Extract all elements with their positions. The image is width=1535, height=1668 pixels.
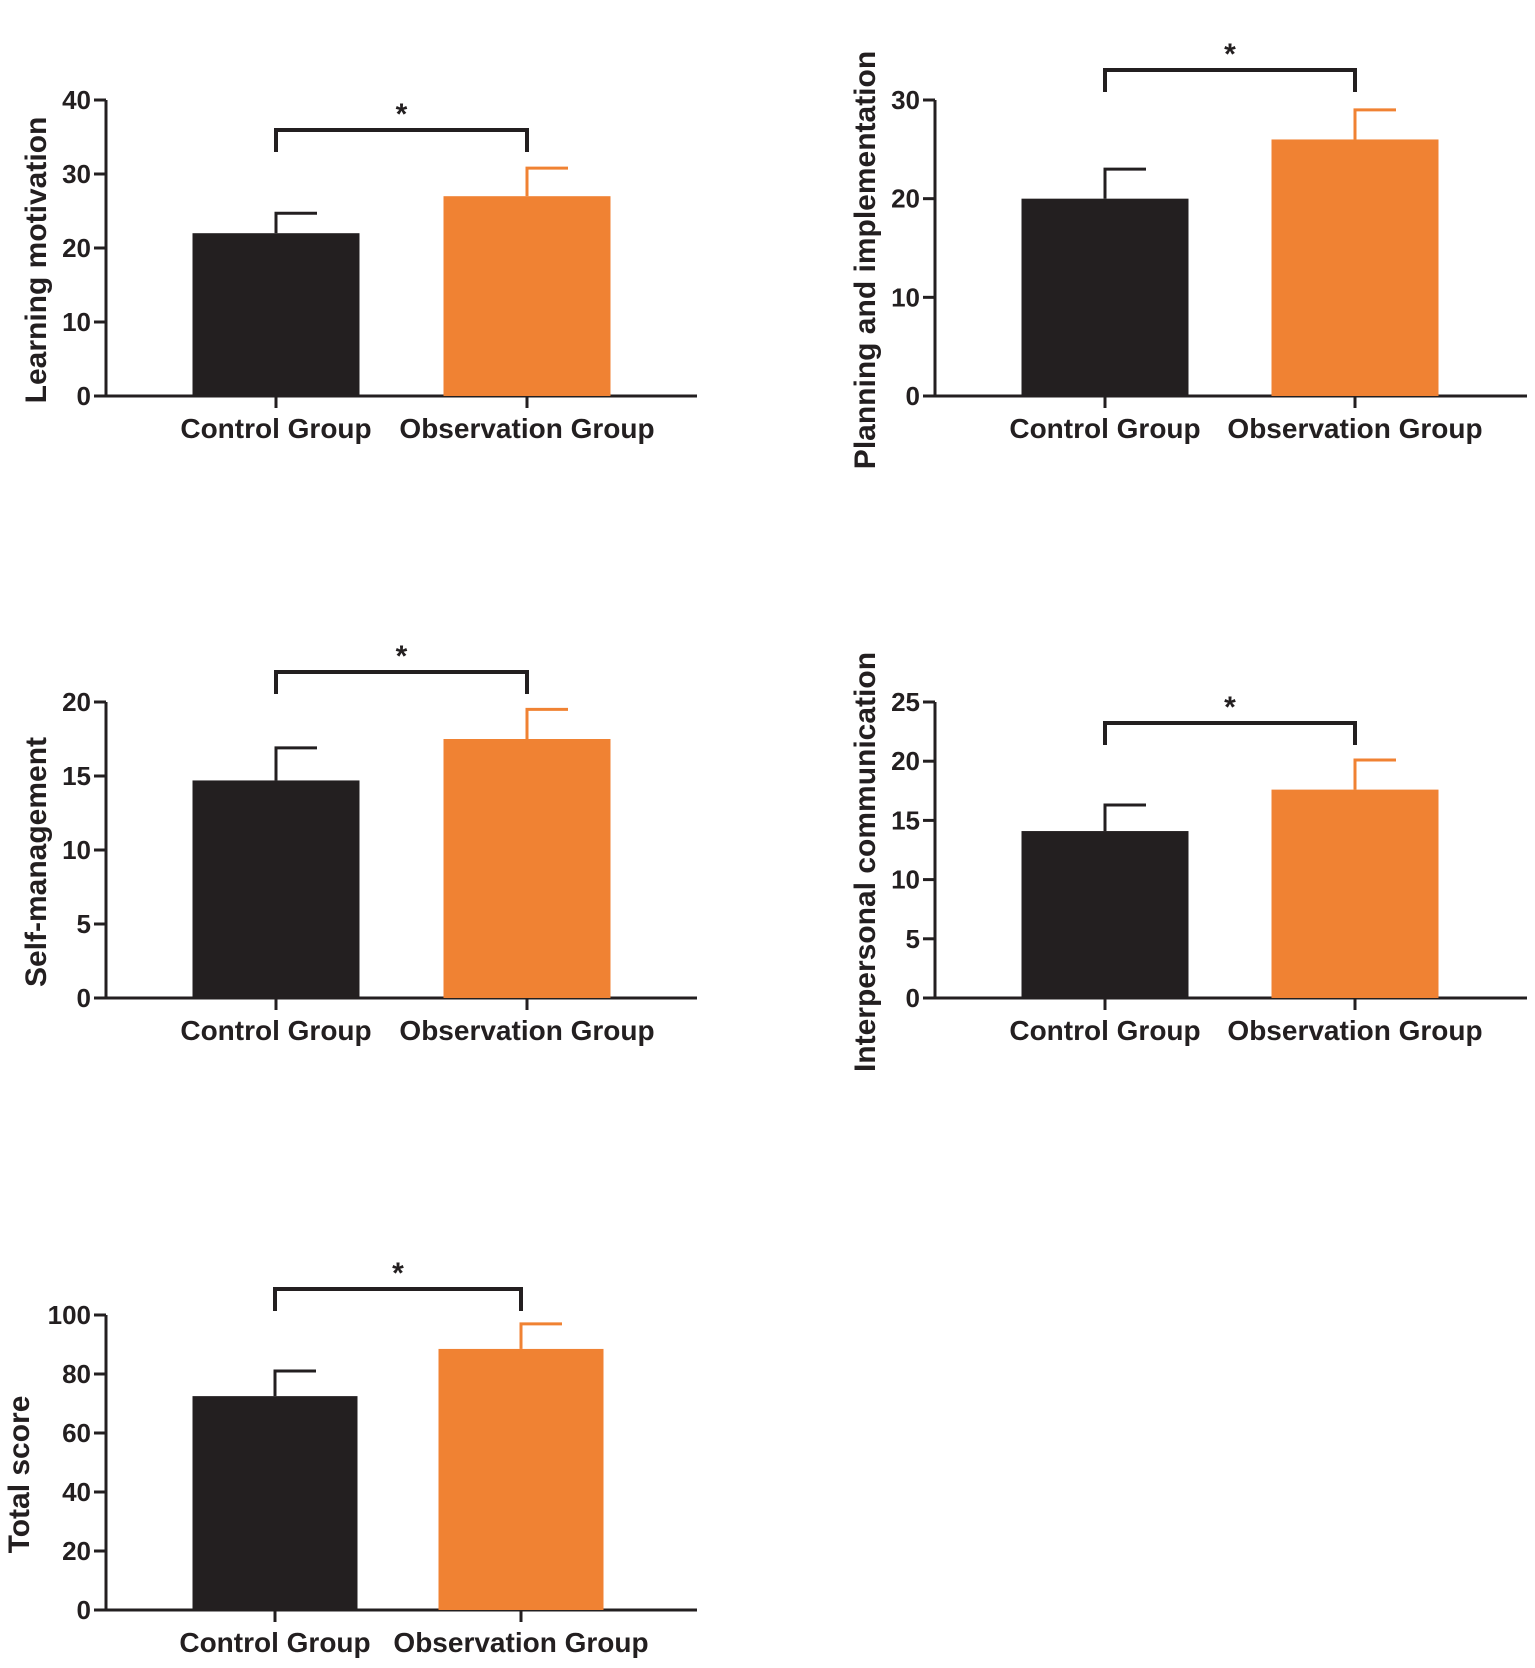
x-category-label: Control Group xyxy=(1009,413,1200,444)
bar-observation xyxy=(1271,789,1439,998)
y-tick-label: 10 xyxy=(62,835,91,865)
y-tick-label: 0 xyxy=(77,983,91,1013)
y-tick-label: 10 xyxy=(62,307,91,337)
bar-control xyxy=(192,780,360,998)
y-tick-label: 10 xyxy=(891,865,920,895)
significance-marker: * xyxy=(396,98,408,131)
y-tick-label: 20 xyxy=(62,233,91,263)
y-tick-label: 100 xyxy=(48,1300,91,1330)
y-tick-label: 5 xyxy=(906,924,920,954)
bar-observation xyxy=(443,196,611,396)
y-tick-label: 0 xyxy=(77,381,91,411)
y-tick-label: 40 xyxy=(62,1477,91,1507)
y-tick-label: 25 xyxy=(891,687,920,717)
y-axis-label: Learning motivation xyxy=(20,117,53,404)
significance-bracket xyxy=(274,128,529,152)
significance-marker: * xyxy=(1224,691,1236,724)
bar-control xyxy=(1021,831,1189,998)
significance-bracket xyxy=(1103,721,1357,745)
x-category-label: Observation Group xyxy=(1227,413,1482,444)
y-tick-label: 40 xyxy=(62,85,91,115)
y-axis-label: Self-management xyxy=(20,737,53,987)
x-category-label: Observation Group xyxy=(399,1015,654,1046)
chart-panel-1: 0 10 20 30 40 Control Group Observation Group *… xyxy=(20,85,697,444)
x-category-label: Observation Group xyxy=(1227,1015,1482,1046)
significance-marker: * xyxy=(392,1257,404,1290)
y-tick-label: 60 xyxy=(62,1418,91,1448)
significance-marker: * xyxy=(1224,38,1236,71)
bar-control xyxy=(192,1396,358,1610)
x-category-label: Control Group xyxy=(1009,1015,1200,1046)
y-tick-label: 20 xyxy=(62,687,91,717)
bar-control xyxy=(192,233,360,396)
y-tick-label: 80 xyxy=(62,1359,91,1389)
x-category-label: Observation Group xyxy=(393,1627,648,1658)
bar-observation xyxy=(443,739,611,998)
y-tick-label: 15 xyxy=(891,805,920,835)
y-tick-label: 20 xyxy=(891,746,920,776)
y-tick-label: 20 xyxy=(891,184,920,214)
chart-panel-4: 0 5 10 15 20 25 Control Group Observation Group… xyxy=(849,652,1527,1072)
bar-control xyxy=(1021,198,1189,396)
significance-bracket xyxy=(274,670,529,694)
y-axis-label: Total score xyxy=(3,1396,36,1554)
y-tick-label: 30 xyxy=(62,159,91,189)
significance-bracket xyxy=(273,1287,523,1311)
bar-observation xyxy=(1271,139,1439,396)
significance-bracket xyxy=(1103,68,1357,92)
y-tick-label: 30 xyxy=(891,85,920,115)
chart-panel-2: 0 10 20 30 Control Group Observation Group * Pl… xyxy=(849,38,1527,469)
y-tick-label: 5 xyxy=(77,909,91,939)
bar-observation xyxy=(438,1348,604,1610)
significance-marker: * xyxy=(396,640,408,673)
x-category-label: Control Group xyxy=(180,413,371,444)
y-tick-label: 0 xyxy=(906,381,920,411)
chart-panel-5: 0 20 40 60 80 100 Control Group Observation Gro… xyxy=(3,1257,697,1658)
y-tick-label: 10 xyxy=(891,282,920,312)
y-tick-label: 0 xyxy=(906,983,920,1013)
x-category-label: Control Group xyxy=(179,1627,370,1658)
x-category-label: Observation Group xyxy=(399,413,654,444)
y-axis-label: Planning and implementation xyxy=(849,51,882,469)
y-tick-label: 15 xyxy=(62,761,91,791)
chart-panel-3: 0 5 10 15 20 Control Group Observation Group * S… xyxy=(20,640,697,1046)
y-tick-label: 0 xyxy=(77,1595,91,1625)
y-axis-label: Interpersonal communication xyxy=(849,652,882,1072)
y-tick-label: 20 xyxy=(62,1536,91,1566)
x-category-label: Control Group xyxy=(180,1015,371,1046)
